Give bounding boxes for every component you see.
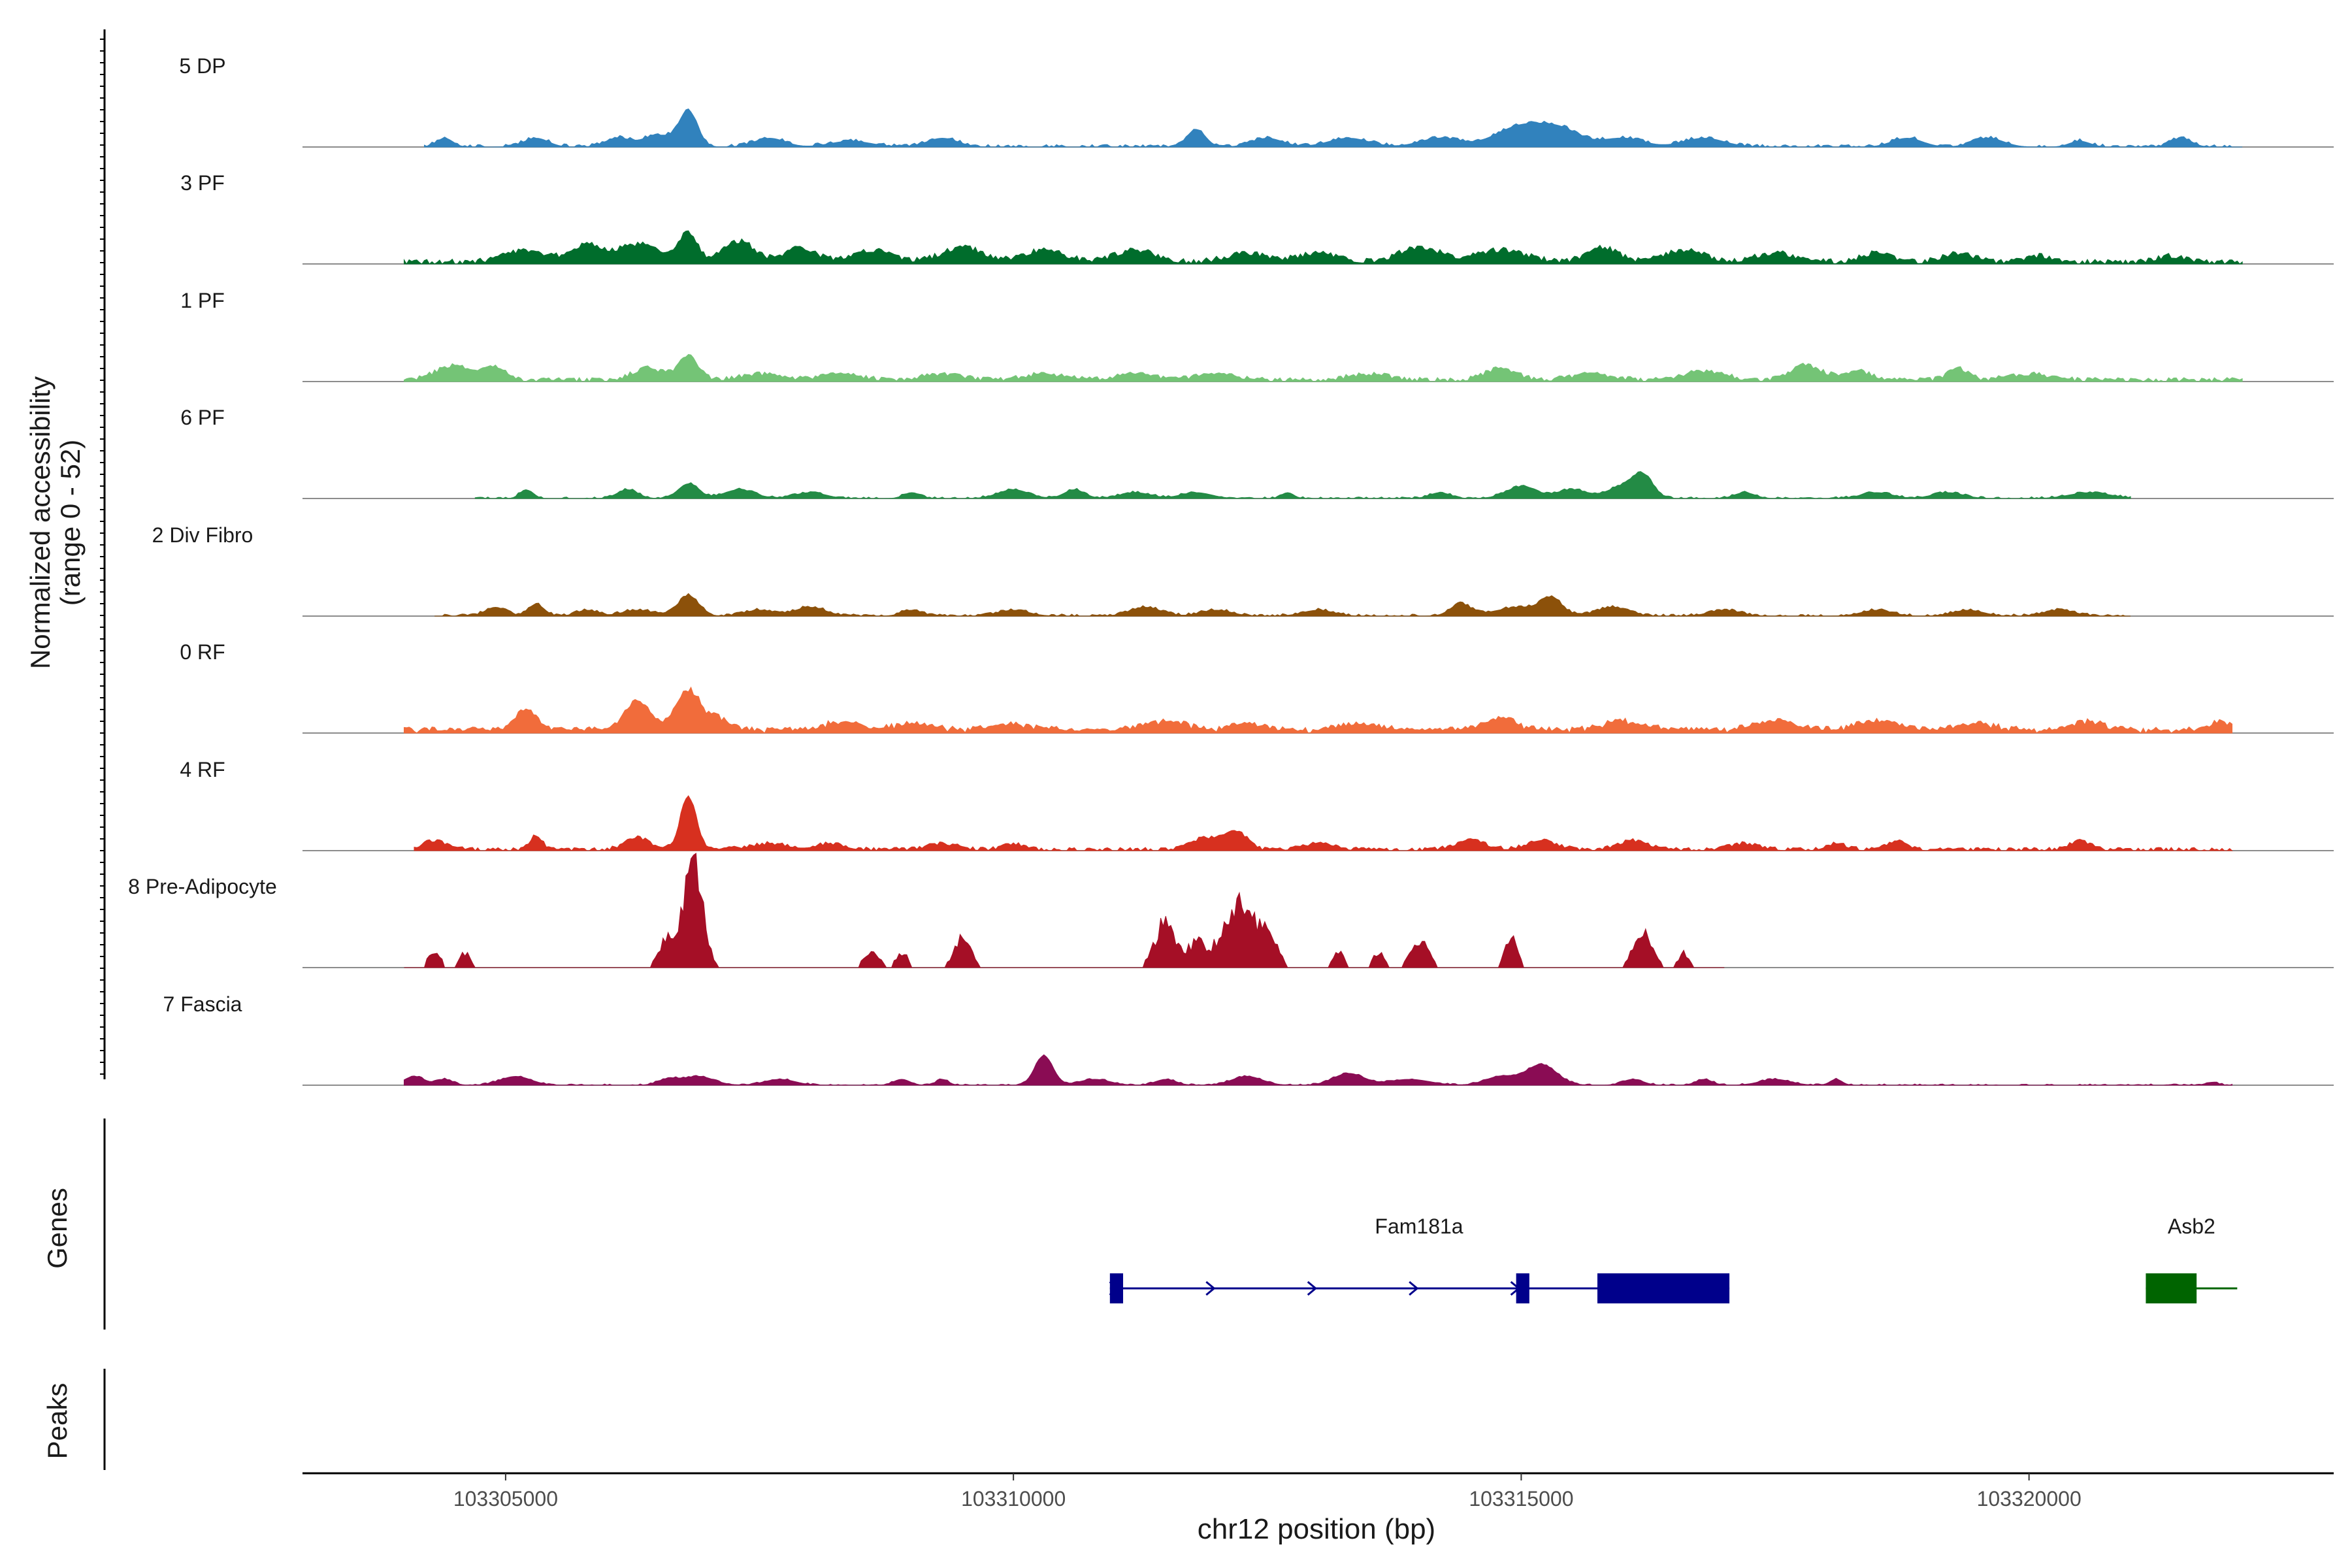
x-tick-label: 103310000 (961, 1487, 1066, 1511)
strand-arrow (1109, 1281, 1119, 1296)
track-label: 8 Pre-Adipocyte (128, 875, 277, 898)
track-0-rf: 0 RF (180, 640, 2334, 734)
x-tick-label: 103320000 (1977, 1487, 2082, 1511)
gene-fam181a: Fam181a (1109, 1215, 1730, 1303)
x-axis: 103305000 103310000 103315000 103320000 (302, 1472, 2334, 1511)
peaks-track-label: Peaks (42, 1383, 73, 1460)
track-3-pf: 3 PF (180, 171, 2334, 265)
left-y-axis (100, 29, 106, 1079)
track-label: 5 DP (179, 54, 225, 78)
track-label: 1 PF (180, 289, 225, 312)
strand-arrow (1205, 1281, 1216, 1296)
coverage-area (404, 853, 1725, 968)
track-7-fascia: 7 Fascia (163, 992, 2334, 1086)
track-label: 6 PF (180, 406, 225, 429)
coverage-area (414, 795, 2233, 851)
track-label: 4 RF (180, 758, 225, 781)
track-label: 0 RF (180, 640, 225, 664)
track-5-dp: 5 DP (179, 54, 2334, 148)
coverage-tracks: 5 DP 3 PF 1 PF 6 PF 2 Div Fibro 0 RF 4 RF 8 Pre… (128, 54, 2334, 1086)
track-1-pf: 1 PF (180, 289, 2334, 382)
track-label: 7 Fascia (163, 992, 242, 1016)
gene-exon (1516, 1273, 1529, 1303)
gene-label: Asb2 (2168, 1215, 2215, 1238)
coverage-area (474, 471, 2131, 499)
coverage-area (404, 1054, 2232, 1086)
strand-arrow (1510, 1281, 1520, 1296)
strand-arrow (1307, 1281, 1318, 1296)
strand-arrow (1409, 1281, 1419, 1296)
gene-exon (1597, 1273, 1730, 1303)
track-8-pre-adipocyte: 8 Pre-Adipocyte (128, 853, 2334, 968)
coverage-area (424, 108, 2243, 148)
track-2-div-fibro: 2 Div Fibro (152, 523, 2334, 617)
y-axis-title-line1: Normalized accessibility (25, 376, 56, 669)
genes-track-label: Genes (42, 1188, 73, 1269)
coverage-area (404, 230, 2243, 265)
gene-label: Fam181a (1375, 1215, 1463, 1238)
gene-exon (2146, 1273, 2197, 1303)
y-axis-title-line2: (range 0 - 52) (55, 440, 86, 606)
x-tick-label: 103305000 (453, 1487, 558, 1511)
track-6-pf: 6 PF (180, 406, 2334, 499)
coverage-area (404, 353, 2243, 382)
track-label: 2 Div Fibro (152, 523, 253, 547)
track-4-rf: 4 RF (180, 758, 2334, 851)
gene-track: Fam181a Asb2 (103, 1119, 2238, 1470)
coverage-area (434, 593, 2131, 617)
gene-asb2: Asb2 (2146, 1215, 2238, 1303)
coverage-area (404, 686, 2232, 734)
x-axis-title: chr12 position (bp) (1198, 1513, 1435, 1545)
track-label: 3 PF (180, 171, 225, 195)
x-tick-label: 103315000 (1469, 1487, 1573, 1511)
